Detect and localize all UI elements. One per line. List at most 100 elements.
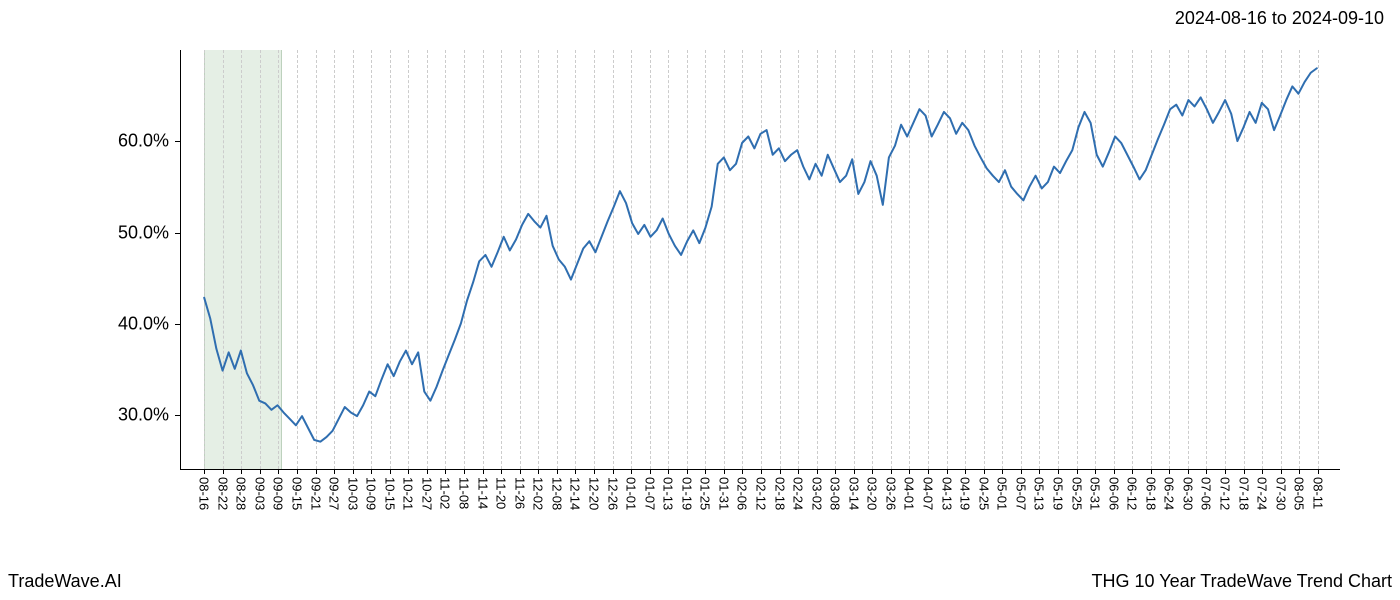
x-tick-label: 01-25 xyxy=(698,477,713,510)
x-tick-label: 02-24 xyxy=(791,477,806,510)
x-tick-mark xyxy=(557,469,558,474)
x-tick-label: 01-31 xyxy=(716,477,731,510)
x-tick-label: 09-09 xyxy=(271,477,286,510)
x-tick-mark xyxy=(297,469,298,474)
x-tick-mark xyxy=(835,469,836,474)
x-tick-label: 08-28 xyxy=(234,477,249,510)
x-tick-label: 08-05 xyxy=(1292,477,1307,510)
x-tick-mark xyxy=(575,469,576,474)
x-tick-mark xyxy=(1021,469,1022,474)
y-tick-label: 30.0% xyxy=(118,405,169,426)
x-tick-mark xyxy=(1039,469,1040,474)
x-tick-mark xyxy=(687,469,688,474)
x-tick-label: 10-15 xyxy=(382,477,397,510)
x-tick-label: 07-12 xyxy=(1218,477,1233,510)
x-tick-label: 04-13 xyxy=(939,477,954,510)
x-tick-mark xyxy=(334,469,335,474)
x-tick-label: 06-18 xyxy=(1143,477,1158,510)
x-tick-mark xyxy=(1002,469,1003,474)
x-tick-label: 10-27 xyxy=(419,477,434,510)
y-tick-mark xyxy=(175,415,181,416)
x-tick-label: 04-25 xyxy=(976,477,991,510)
y-tick-mark xyxy=(175,324,181,325)
x-tick-mark xyxy=(1206,469,1207,474)
x-tick-label: 04-01 xyxy=(902,477,917,510)
x-tick-mark xyxy=(464,469,465,474)
x-tick-mark xyxy=(445,469,446,474)
x-tick-mark xyxy=(316,469,317,474)
x-tick-mark xyxy=(520,469,521,474)
line-series-svg xyxy=(181,50,1340,469)
x-tick-label: 01-13 xyxy=(661,477,676,510)
x-tick-label: 06-30 xyxy=(1180,477,1195,510)
x-tick-mark xyxy=(371,469,372,474)
x-tick-mark xyxy=(965,469,966,474)
x-tick-label: 05-25 xyxy=(1069,477,1084,510)
x-tick-mark xyxy=(705,469,706,474)
x-tick-mark xyxy=(668,469,669,474)
x-tick-label: 07-06 xyxy=(1199,477,1214,510)
x-tick-mark xyxy=(872,469,873,474)
x-tick-label: 02-12 xyxy=(754,477,769,510)
x-tick-label: 11-14 xyxy=(475,477,490,509)
x-tick-mark xyxy=(742,469,743,474)
x-tick-label: 01-01 xyxy=(624,477,639,510)
brand-label: TradeWave.AI xyxy=(8,571,122,592)
x-tick-mark xyxy=(278,469,279,474)
x-tick-mark xyxy=(260,469,261,474)
x-tick-mark xyxy=(817,469,818,474)
x-tick-label: 07-30 xyxy=(1273,477,1288,510)
x-tick-label: 03-20 xyxy=(865,477,880,510)
x-tick-label: 09-15 xyxy=(290,477,305,510)
x-tick-mark xyxy=(1262,469,1263,474)
x-tick-label: 09-27 xyxy=(327,477,342,510)
chart-title: THG 10 Year TradeWave Trend Chart xyxy=(1092,571,1392,592)
y-tick-mark xyxy=(175,141,181,142)
x-tick-mark xyxy=(594,469,595,474)
x-tick-label: 08-22 xyxy=(215,477,230,510)
trend-line xyxy=(204,68,1317,441)
x-tick-label: 03-02 xyxy=(809,477,824,510)
x-tick-mark xyxy=(1225,469,1226,474)
x-tick-mark xyxy=(408,469,409,474)
x-tick-mark xyxy=(223,469,224,474)
x-tick-label: 07-24 xyxy=(1255,477,1270,510)
y-tick-label: 50.0% xyxy=(118,222,169,243)
x-tick-mark xyxy=(1151,469,1152,474)
y-tick-mark xyxy=(175,233,181,234)
x-tick-label: 05-13 xyxy=(1032,477,1047,510)
x-tick-label: 12-08 xyxy=(549,477,564,510)
x-tick-mark xyxy=(854,469,855,474)
x-tick-label: 10-09 xyxy=(364,477,379,510)
x-tick-label: 10-03 xyxy=(345,477,360,510)
x-tick-label: 01-07 xyxy=(642,477,657,510)
trend-chart: 08-1608-2208-2809-0309-0909-1509-2109-27… xyxy=(180,50,1340,470)
plot-area: 08-1608-2208-2809-0309-0909-1509-2109-27… xyxy=(180,50,1340,470)
x-tick-mark xyxy=(1132,469,1133,474)
x-tick-mark xyxy=(1077,469,1078,474)
x-tick-mark xyxy=(724,469,725,474)
x-tick-label: 09-21 xyxy=(308,477,323,510)
x-tick-mark xyxy=(538,469,539,474)
x-tick-label: 12-20 xyxy=(586,477,601,510)
x-tick-label: 03-08 xyxy=(828,477,843,510)
x-tick-label: 06-24 xyxy=(1162,477,1177,510)
x-tick-label: 03-14 xyxy=(846,477,861,510)
x-tick-label: 05-01 xyxy=(995,477,1010,510)
x-tick-mark xyxy=(1188,469,1189,474)
y-tick-label: 60.0% xyxy=(118,131,169,152)
x-tick-label: 01-19 xyxy=(679,477,694,510)
x-tick-label: 08-16 xyxy=(197,477,212,510)
x-tick-mark xyxy=(1244,469,1245,474)
x-tick-mark xyxy=(1169,469,1170,474)
x-tick-mark xyxy=(909,469,910,474)
x-tick-mark xyxy=(390,469,391,474)
x-tick-mark xyxy=(928,469,929,474)
x-tick-label: 06-12 xyxy=(1125,477,1140,510)
x-tick-label: 12-02 xyxy=(531,477,546,510)
x-tick-label: 11-02 xyxy=(438,477,453,509)
x-tick-mark xyxy=(891,469,892,474)
x-tick-mark xyxy=(204,469,205,474)
x-tick-mark xyxy=(798,469,799,474)
x-tick-mark xyxy=(483,469,484,474)
